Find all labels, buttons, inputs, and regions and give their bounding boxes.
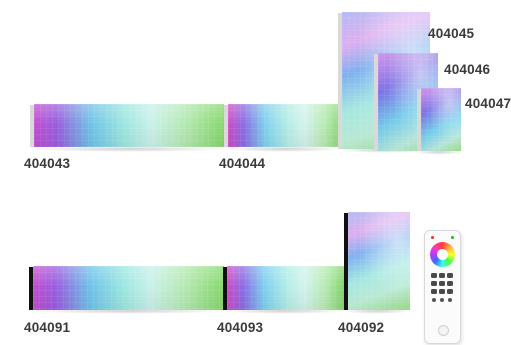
rgb-remote-control-icon (424, 230, 461, 344)
panel-gloss (34, 104, 224, 147)
panel-404047 (421, 88, 461, 151)
color-wheel-icon (430, 242, 455, 267)
product-label-404092: 404092 (338, 320, 385, 335)
panel-gloss (228, 104, 344, 147)
product-label-404046: 404046 (444, 62, 491, 77)
panel-404043 (34, 104, 224, 147)
panel-edge (374, 54, 378, 151)
panel-404091 (33, 266, 224, 310)
panel-edge (338, 13, 342, 149)
panel-edge (417, 89, 421, 151)
remote-button-icon (431, 281, 437, 286)
remote-button-icon (431, 289, 437, 294)
remote-small-button-icon (432, 298, 436, 302)
panel-shadow (224, 146, 344, 152)
remote-button-icon (447, 289, 453, 294)
panel-404093 (227, 266, 345, 310)
power-indicator-icon (431, 236, 434, 239)
panel-404044 (228, 104, 344, 147)
panel-shadow (28, 146, 228, 152)
panel-gloss (33, 266, 224, 310)
panel-grid (34, 104, 224, 147)
panel-shadow (414, 149, 464, 155)
product-label-404091: 404091 (24, 320, 71, 335)
panel-grid (228, 104, 344, 147)
remote-button-icon (439, 273, 445, 278)
remote-button-icon (431, 273, 437, 278)
panel-gloss (348, 212, 410, 310)
panel-grid (33, 266, 224, 310)
panel-edge (29, 267, 33, 310)
panel-shadow (28, 308, 228, 314)
panel-shadow (342, 308, 412, 314)
on-indicator-icon (451, 236, 454, 239)
product-label-404043: 404043 (24, 156, 71, 171)
panel-gloss (227, 266, 345, 310)
panel-edge (344, 213, 348, 310)
panel-edge (224, 105, 228, 147)
remote-button-icon (439, 281, 445, 286)
product-label-404044: 404044 (219, 156, 266, 171)
product-label-404045: 404045 (428, 26, 475, 41)
remote-small-button-icon (448, 298, 452, 302)
remote-small-button-icon (440, 298, 444, 302)
panel-edge (30, 105, 34, 147)
remote-round-button-icon (438, 325, 449, 336)
remote-button-icon (447, 281, 453, 286)
product-label-404093: 404093 (217, 320, 264, 335)
panel-grid (227, 266, 345, 310)
panel-edge (223, 267, 227, 310)
panel-shadow (222, 308, 346, 314)
remote-button-icon (439, 289, 445, 294)
product-label-404047: 404047 (465, 96, 511, 111)
panel-404092 (348, 212, 410, 310)
panel-gloss (421, 88, 461, 151)
panel-grid (348, 212, 410, 310)
panel-grid (421, 88, 461, 151)
remote-button-icon (447, 273, 453, 278)
